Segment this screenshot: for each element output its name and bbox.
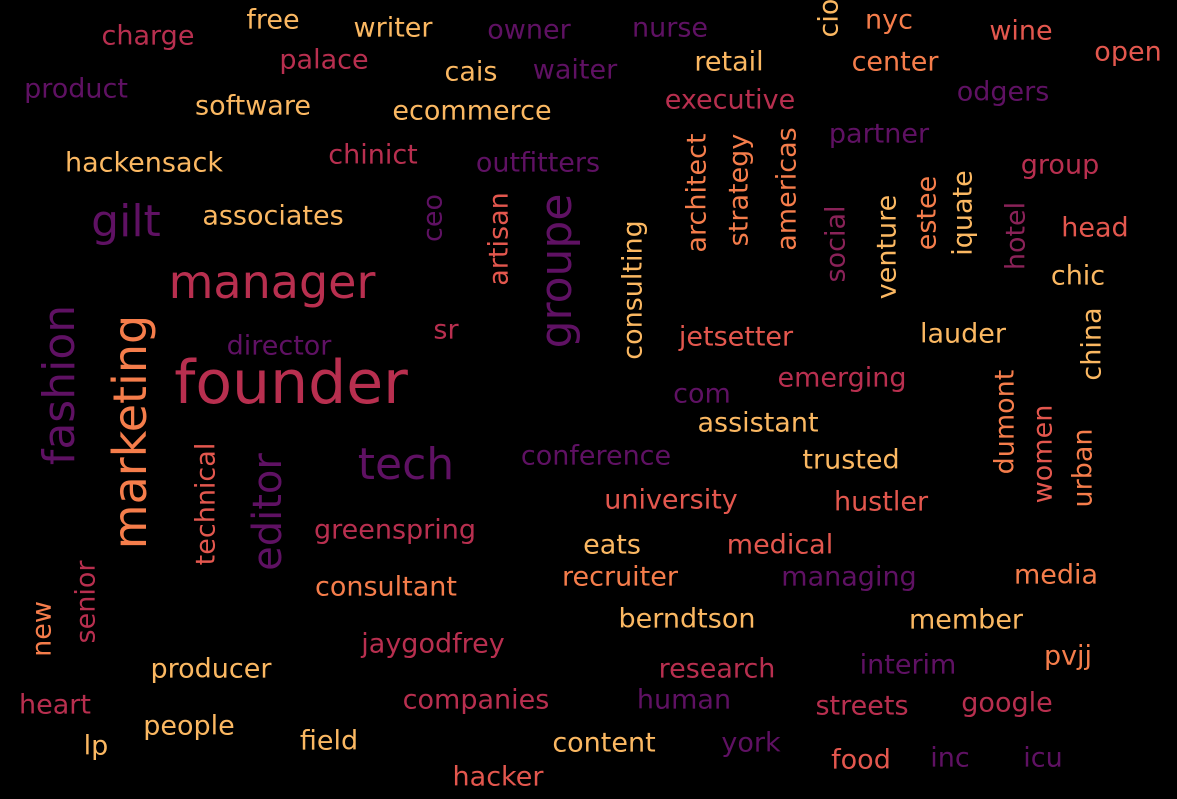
- word-marketing: marketing: [103, 314, 157, 550]
- word-lp: lp: [83, 730, 109, 762]
- word-com: com: [673, 378, 731, 410]
- word-gilt: gilt: [91, 196, 161, 247]
- word-recruiter: recruiter: [562, 561, 678, 593]
- word-tech: tech: [357, 439, 455, 490]
- word-product: product: [24, 73, 128, 105]
- word-strategy: strategy: [723, 133, 755, 247]
- word-sr: sr: [433, 314, 459, 346]
- word-technical: technical: [190, 442, 222, 566]
- word-software: software: [195, 90, 311, 122]
- word-lauder: lauder: [919, 318, 1007, 350]
- word-food: food: [831, 744, 891, 776]
- word-heart: heart: [19, 689, 91, 721]
- word-odgers: odgers: [956, 76, 1050, 108]
- word-pvjj: pvjj: [1043, 640, 1093, 672]
- word-nyc: nyc: [865, 4, 913, 36]
- word-free: free: [246, 4, 300, 36]
- word-icu: icu: [1023, 742, 1063, 774]
- word-field: field: [299, 725, 359, 757]
- word-new: new: [26, 601, 58, 657]
- word-university: university: [604, 484, 738, 516]
- word-senior: senior: [70, 560, 102, 644]
- word-ecommerce: ecommerce: [392, 95, 552, 127]
- word-conference: conference: [520, 440, 672, 472]
- word-charge: charge: [101, 20, 195, 52]
- word-ceo: ceo: [417, 194, 449, 242]
- word-member: member: [908, 604, 1024, 636]
- word-wine: wine: [989, 15, 1053, 47]
- word-associates: associates: [202, 200, 344, 232]
- word-executive: executive: [664, 84, 796, 116]
- word-groupe: groupe: [531, 193, 582, 349]
- word-hackensack: hackensack: [65, 147, 223, 179]
- word-consultant: consultant: [315, 571, 457, 603]
- word-outfitters: outfitters: [475, 147, 601, 179]
- word-artisan: artisan: [483, 192, 515, 286]
- word-hacker: hacker: [452, 761, 544, 793]
- word-fashion: fashion: [34, 304, 85, 466]
- word-owner: owner: [487, 14, 571, 46]
- word-venture: venture: [871, 194, 903, 300]
- word-center: center: [851, 46, 939, 78]
- word-urban: urban: [1067, 428, 1099, 508]
- word-streets: streets: [815, 690, 909, 722]
- word-women: women: [1027, 404, 1059, 504]
- word-people: people: [143, 710, 235, 742]
- word-jetsetter: jetsetter: [678, 321, 794, 353]
- word-assistant: assistant: [697, 407, 819, 439]
- word-group: group: [1020, 149, 1100, 181]
- word-social: social: [820, 205, 852, 283]
- word-architect: architect: [681, 133, 713, 253]
- word-americas: americas: [771, 127, 803, 251]
- word-chic: chic: [1050, 260, 1106, 292]
- word-consulting: consulting: [617, 220, 649, 360]
- word-companies: companies: [402, 684, 550, 716]
- word-cio: cio: [813, 0, 845, 38]
- word-china: china: [1076, 307, 1108, 381]
- word-medical: medical: [726, 529, 834, 561]
- word-emerging: emerging: [777, 362, 907, 394]
- word-retail: retail: [694, 46, 764, 78]
- word-managing: managing: [781, 561, 917, 593]
- word-media: media: [1013, 559, 1099, 591]
- word-cais: cais: [444, 56, 498, 88]
- word-berndtson: berndtson: [618, 603, 756, 635]
- word-hotel: hotel: [1000, 201, 1032, 271]
- word-inc: inc: [930, 742, 970, 774]
- word-hustler: hustler: [833, 486, 929, 518]
- word-human: human: [636, 684, 732, 716]
- word-research: research: [658, 653, 776, 685]
- word-estee: estee: [911, 175, 943, 251]
- word-trusted: trusted: [802, 444, 900, 476]
- word-jaygodfrey: jaygodfrey: [361, 628, 505, 660]
- word-iquate: iquate: [947, 170, 979, 256]
- word-eats: eats: [583, 529, 641, 561]
- word-manager: manager: [168, 255, 376, 309]
- word-partner: partner: [828, 118, 930, 150]
- word-content: content: [552, 727, 656, 759]
- word-director: director: [226, 330, 332, 362]
- word-waiter: waiter: [532, 54, 618, 86]
- word-york: york: [721, 727, 781, 759]
- word-greenspring: greenspring: [313, 514, 477, 546]
- word-nurse: nurse: [631, 12, 709, 44]
- word-chinict: chinict: [328, 139, 418, 171]
- word-producer: producer: [150, 653, 272, 685]
- word-palace: palace: [279, 44, 369, 76]
- word-open: open: [1094, 36, 1162, 68]
- word-dumont: dumont: [989, 369, 1021, 475]
- word-interim: interim: [859, 649, 957, 681]
- word-editor: editor: [245, 453, 291, 571]
- word-head: head: [1061, 212, 1129, 244]
- word-writer: writer: [353, 12, 433, 44]
- word-founder: founder: [174, 348, 408, 418]
- word-google: google: [961, 687, 1053, 719]
